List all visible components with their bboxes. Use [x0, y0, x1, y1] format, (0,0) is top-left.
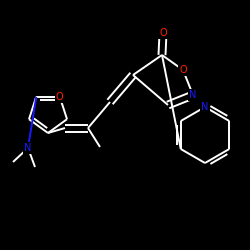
Text: O: O — [159, 28, 167, 38]
Text: N: N — [189, 90, 197, 100]
Text: O: O — [56, 92, 64, 102]
Text: N: N — [24, 143, 32, 153]
Text: N: N — [201, 102, 209, 112]
Text: O: O — [179, 65, 187, 75]
